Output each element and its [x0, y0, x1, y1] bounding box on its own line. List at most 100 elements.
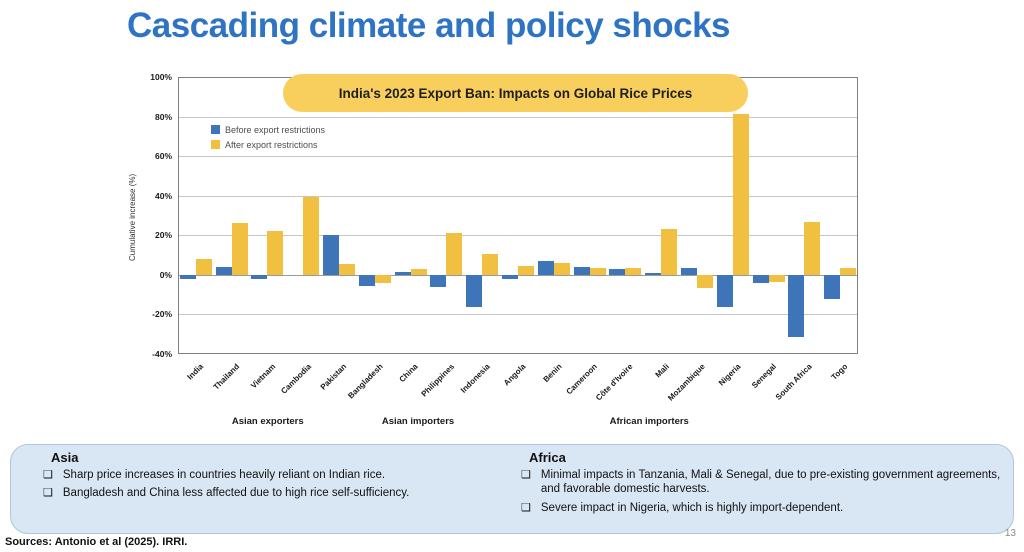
- bar-after: [303, 196, 320, 275]
- x-axis-label: Bangladesh: [345, 362, 385, 401]
- bar-before: [394, 271, 411, 275]
- x-axis-label: Pakistan: [318, 362, 349, 392]
- bar-after: [553, 262, 570, 275]
- gridline: [179, 274, 857, 276]
- bar-after: [840, 267, 857, 275]
- x-axis-label: Vietnam: [248, 362, 277, 391]
- gridline: [179, 156, 857, 158]
- bar-before: [824, 274, 841, 299]
- bar-before: [466, 274, 483, 307]
- bar-before: [680, 267, 697, 275]
- notes-asia: Asia ❑ Sharp price increases in countries…: [41, 448, 491, 505]
- bar-after: [195, 259, 212, 275]
- bar-after: [768, 274, 785, 282]
- y-tick-label: 0%: [159, 269, 172, 280]
- x-axis-label: China: [397, 362, 421, 385]
- bar-after: [518, 265, 534, 275]
- gridline: [179, 235, 857, 237]
- checkbox-bullet-icon: ❑: [521, 501, 531, 514]
- bar-after: [339, 263, 356, 275]
- bar-after: [804, 222, 821, 275]
- x-axis-label: South Africa: [773, 362, 814, 402]
- note-bullet-text: Sharp price increases in countries heavi…: [62, 469, 386, 481]
- notes-africa: Africa ❑ Minimal impacts in Tanzania, Mal…: [519, 448, 1014, 519]
- bar-before: [251, 274, 268, 279]
- x-axis-label: Cameroon: [564, 362, 599, 397]
- x-axis-label: Nigeria: [716, 362, 743, 388]
- bar-before: [358, 274, 375, 286]
- y-tick-label: 100%: [150, 72, 172, 82]
- note-bullet-text: Bangladesh and China less affected due t…: [62, 487, 410, 500]
- y-tick-label: 20%: [154, 230, 172, 241]
- africa-heading: Africa: [529, 450, 566, 465]
- x-axis-label: Angola: [501, 362, 528, 388]
- y-tick-label: -40%: [152, 349, 172, 359]
- group-label: African importers: [609, 416, 689, 427]
- bar-before: [609, 268, 626, 275]
- chart-title-banner: India's 2023 Export Ban: Impacts on Glob…: [283, 74, 748, 112]
- sources-text: Sources: Antonio et al (2025). IRRI.: [5, 536, 188, 548]
- x-axis-label: Côte d'Ivoire: [594, 362, 635, 403]
- africa-bullet-list: ❑ Minimal impacts in Tanzania, Mali & Sen…: [519, 468, 1014, 515]
- asia-bullet-list: ❑ Sharp price increases in countries heav…: [41, 468, 491, 501]
- gridline: [179, 195, 857, 197]
- y-tick-label: 40%: [154, 190, 172, 201]
- checkbox-bullet-icon: ❑: [521, 469, 531, 481]
- bar-before: [752, 274, 769, 283]
- y-tick-label: 80%: [154, 111, 172, 122]
- note-bullet-text: Minimal impacts in Tanzania, Mali & Sene…: [540, 469, 1001, 496]
- x-axis-label: Mozambique: [665, 362, 707, 403]
- x-axis-label: Benin: [541, 362, 564, 385]
- page-number: 13: [1004, 528, 1016, 539]
- bar-after: [625, 267, 642, 275]
- note-bullet: ❑ Sharp price increases in countries heav…: [41, 468, 491, 482]
- bar-before: [215, 266, 232, 275]
- x-axis-label: Cambodia: [278, 362, 313, 396]
- y-tick-label: -20%: [152, 309, 172, 320]
- group-label: Asian importers: [381, 416, 455, 427]
- bar-after: [231, 223, 248, 275]
- legend-item: After export restrictions: [211, 137, 325, 152]
- note-bullet-text: Severe impact in Nigeria, which is highl…: [540, 501, 844, 514]
- bar-after: [696, 274, 713, 288]
- bar-before: [323, 235, 340, 275]
- legend-swatch-icon: [211, 125, 220, 134]
- bar-after: [374, 274, 391, 283]
- bar-before: [502, 274, 518, 279]
- bar-before: [716, 274, 733, 307]
- bar-before: [788, 274, 805, 338]
- legend-item: Before export restrictions: [211, 122, 325, 137]
- bar-before: [430, 274, 447, 287]
- bar-after: [589, 267, 606, 275]
- bar-after: [482, 254, 499, 275]
- bar-after: [410, 268, 427, 275]
- legend-label: After export restrictions: [225, 139, 318, 150]
- legend-swatch-icon: [211, 140, 220, 149]
- y-tick-label: 60%: [154, 151, 172, 162]
- checkbox-bullet-icon: ❑: [43, 469, 53, 481]
- note-bullet: ❑ Minimal impacts in Tanzania, Mali & Sen…: [519, 468, 1014, 497]
- page-title: Cascading climate and policy shocks: [127, 6, 731, 45]
- bar-after: [267, 231, 284, 275]
- checkbox-bullet-icon: ❑: [43, 487, 53, 500]
- x-axis-label: Senegal: [749, 362, 778, 391]
- x-axis-label: India: [185, 362, 206, 382]
- bar-before: [537, 261, 554, 275]
- bar-after: [661, 229, 678, 275]
- gridline: [179, 314, 857, 316]
- x-axis-label: Togo: [829, 362, 850, 382]
- legend-label: Before export restrictions: [225, 124, 326, 135]
- x-axis-label: Thailand: [211, 362, 242, 392]
- x-axis-label: Philippines: [419, 362, 456, 399]
- bar-before: [645, 272, 662, 275]
- bar-before: [179, 274, 196, 279]
- x-axis-label: Indonesia: [458, 362, 492, 395]
- x-axis-label: Mali: [653, 362, 671, 380]
- note-bullet: ❑ Bangladesh and China less affected due …: [41, 486, 491, 500]
- plot-area: [178, 77, 858, 354]
- note-bullet: ❑ Severe impact in Nigeria, which is high…: [519, 501, 1014, 515]
- bar-after: [446, 233, 463, 275]
- chart-legend: Before export restrictions After export r…: [211, 122, 325, 152]
- bar-after: [732, 113, 749, 275]
